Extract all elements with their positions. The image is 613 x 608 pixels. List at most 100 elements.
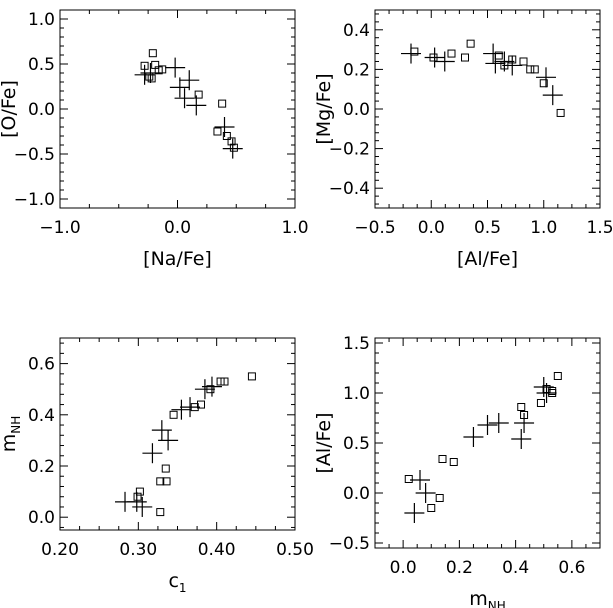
square-data-point xyxy=(218,99,227,108)
y-tick-label: 0.2 xyxy=(28,457,55,477)
y-tick-label: 0.0 xyxy=(28,100,55,120)
plus-data-point xyxy=(201,376,222,397)
x-tick-label: 0.5 xyxy=(474,218,501,238)
panel-mg-fe-vs-al-fe: −0.5 0.0 0.5 1.0 1.5 −0.4 −0.2 0.0 0.2 0.4 [Al/Fe]… xyxy=(313,9,613,270)
y-tick-label: 1.0 xyxy=(28,10,55,30)
plus-data-point xyxy=(485,53,506,74)
square-data-point xyxy=(536,399,545,407)
plus-data-point xyxy=(151,420,172,441)
square-data-point xyxy=(197,400,205,409)
x-tick-label: 0.0 xyxy=(390,558,417,578)
y-tick-label: 0.0 xyxy=(343,100,370,120)
x-axis-label: c1 xyxy=(168,570,186,595)
square-data-point xyxy=(222,132,231,140)
panel-o-fe-vs-na-fe: −1.0 0.0 1.0 −1.0 −0.5 0.0 0.5 1.0 [Na/Fe] [O/Fe] xyxy=(0,9,309,270)
plus-data-point xyxy=(410,470,430,490)
square-data-point xyxy=(229,143,238,152)
plot-frame xyxy=(59,337,296,531)
plus-data-point xyxy=(477,415,498,435)
y-tick-label: 0.4 xyxy=(28,406,55,426)
plus-data-point xyxy=(494,51,515,72)
square-data-point xyxy=(553,372,562,380)
square-data-point xyxy=(427,504,436,512)
y-axis-label-main: m xyxy=(0,434,20,453)
y-axis-label: [O/Fe] xyxy=(0,80,20,138)
y-axis-label-main: [Al/Fe] xyxy=(313,412,335,473)
plus-data-point xyxy=(214,117,235,137)
plus-data-point xyxy=(180,397,201,418)
square-data-point xyxy=(220,377,229,386)
x-axis-label-main: [Na/Fe] xyxy=(143,248,212,270)
x-tick-label: 1.0 xyxy=(281,218,308,238)
square-data-point xyxy=(530,65,539,74)
plot-frame xyxy=(374,9,601,209)
plot-frame xyxy=(59,9,296,209)
x-tick-label: 1.5 xyxy=(586,218,613,238)
square-data-point xyxy=(156,508,165,517)
square-data-point xyxy=(556,108,565,117)
square-data-point xyxy=(135,487,144,496)
y-axis-label-subscript: NH xyxy=(9,416,23,434)
x-axis-label: [Al/Fe] xyxy=(457,248,518,270)
y-tick-label: 0.5 xyxy=(343,434,370,454)
square-data-point xyxy=(435,494,444,502)
x-tick-label: 0.20 xyxy=(41,540,79,560)
square-data-point xyxy=(539,79,548,88)
y-tick-label: −0.4 xyxy=(329,179,370,199)
y-tick-label: 0.4 xyxy=(343,21,370,41)
x-axis-label-main: c xyxy=(168,570,178,592)
plus-data-point xyxy=(536,67,556,88)
plot-frame xyxy=(374,337,601,549)
square-data-point xyxy=(519,57,528,66)
x-tick-label: 0.2 xyxy=(446,558,473,578)
square-data-point xyxy=(447,49,456,58)
y-axis-label: mNH xyxy=(0,416,23,453)
plus-data-point xyxy=(134,64,155,85)
plus-data-point xyxy=(424,47,445,68)
square-data-point xyxy=(213,127,222,136)
x-tick-label: 0.6 xyxy=(558,558,585,578)
plus-data-point xyxy=(415,483,436,503)
plus-data-point xyxy=(179,70,200,91)
square-data-point xyxy=(148,49,157,58)
x-axis-label-subscript: 1 xyxy=(179,581,187,595)
square-data-point xyxy=(169,410,178,419)
x-axis-label-main: m xyxy=(469,588,488,608)
x-tick-label: 0.50 xyxy=(276,540,314,560)
plus-data-point xyxy=(514,413,535,433)
y-tick-label: 1.5 xyxy=(343,334,370,354)
x-tick-label: −1.0 xyxy=(39,218,80,238)
plus-data-point xyxy=(174,88,195,109)
plus-data-point xyxy=(542,85,563,106)
square-data-point xyxy=(449,458,458,466)
plus-data-point xyxy=(502,55,523,76)
x-tick-label: 0.30 xyxy=(119,540,157,560)
plus-data-point xyxy=(171,399,192,420)
plus-data-point xyxy=(434,51,455,72)
square-data-point xyxy=(247,372,256,381)
plus-data-point xyxy=(533,377,554,397)
x-axis-label: mNH xyxy=(469,588,506,608)
y-tick-label: 0.6 xyxy=(28,355,55,375)
y-axis-label: [Mg/Fe] xyxy=(313,73,335,144)
y-tick-label: −0.5 xyxy=(329,534,370,554)
square-data-point xyxy=(517,403,526,411)
x-axis-label: [Na/Fe] xyxy=(143,248,212,270)
square-data-point xyxy=(147,74,156,83)
y-tick-label: −1.0 xyxy=(14,190,55,210)
square-data-point xyxy=(466,39,475,48)
square-data-point xyxy=(158,65,167,74)
square-data-point xyxy=(161,464,170,473)
y-tick-label: 0.2 xyxy=(343,60,370,80)
x-tick-label: −0.5 xyxy=(354,218,395,238)
panel-al-fe-vs-mnh: 0.0 0.2 0.4 0.6 −0.5 0.0 0.5 1.0 1.5 mNH [Al/Fe] xyxy=(313,334,601,608)
plus-data-point xyxy=(140,63,161,83)
x-tick-label: 0.0 xyxy=(164,218,191,238)
y-tick-label: 1.0 xyxy=(343,384,370,404)
y-axis-label: [Al/Fe] xyxy=(313,412,335,473)
plus-data-point xyxy=(126,491,147,512)
plus-data-point xyxy=(488,413,509,433)
x-tick-label: 0.40 xyxy=(198,540,236,560)
plus-data-point xyxy=(158,430,179,451)
